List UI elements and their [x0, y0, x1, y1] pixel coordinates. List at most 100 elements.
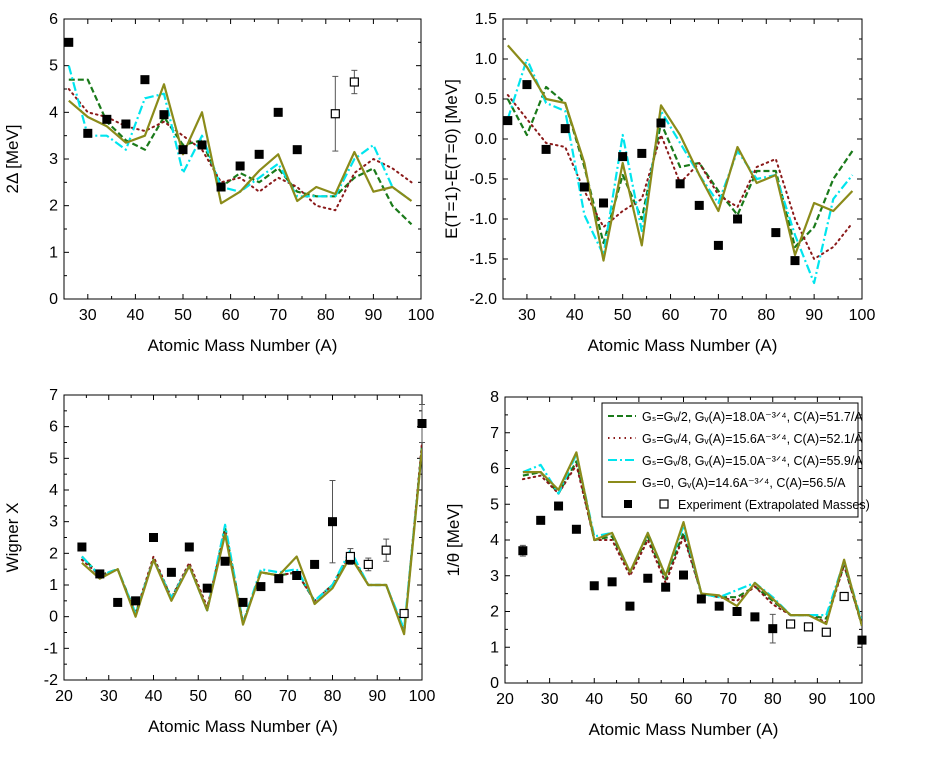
legend-label-gv2: Gₛ=Gᵥ/2, Gᵥ(A)=18.0A⁻³ᐟ⁴, C(A)=51.7/A [642, 410, 863, 424]
x-tick-label: 70 [279, 688, 297, 705]
plot-frame [502, 18, 863, 300]
legend-swatch-experiment [624, 500, 632, 508]
x-tick-label: 40 [585, 691, 603, 708]
x-tick-label: 100 [849, 691, 876, 708]
extrapolated-point [330, 109, 340, 119]
x-tick-label: 90 [368, 688, 386, 705]
series-line-gv2 [68, 78, 413, 226]
y-tick-label: 5 [490, 496, 499, 513]
y-tick-label: 1 [49, 577, 58, 594]
experiment-point [625, 601, 635, 611]
experiment-point [273, 107, 283, 117]
x-tick-label: 80 [764, 691, 782, 708]
y-axis-label: 1/θ [MeV] [444, 504, 463, 577]
extrapolated-point [345, 551, 355, 562]
series-line-gs0 [506, 44, 854, 262]
x-axis-label: Atomic Mass Number (A) [148, 336, 338, 355]
x-tick-label: 30 [518, 307, 536, 324]
y-tick-label: 6 [49, 419, 58, 436]
experiment-point [771, 228, 781, 238]
experiment-point [159, 110, 169, 120]
y-tick-label: 7 [490, 425, 499, 442]
experiment-point [790, 256, 800, 266]
x-tick-label: 40 [127, 307, 145, 324]
x-tick-label: 60 [675, 691, 693, 708]
legend: Gₛ=Gᵥ/2, Gᵥ(A)=18.0A⁻³ᐟ⁴, C(A)=51.7/A Gₛ=… [601, 402, 870, 518]
y-tick-label: 3 [49, 514, 58, 531]
x-tick-label: 80 [317, 307, 335, 324]
y-tick-label: 6 [490, 461, 499, 478]
experiment-point [522, 80, 532, 90]
extrapolated-point [785, 619, 796, 629]
experiment-point [83, 128, 93, 138]
experiment-point [197, 140, 207, 150]
y-tick-label: 4 [49, 482, 58, 499]
extrapolated-point [821, 627, 831, 637]
panel-pairing-gap: 30 40 50 60 70 80 90 100 0 1 2 3 4 5 6 Atomic Mass Numb… [3, 11, 434, 355]
x-tick-label: 70 [719, 691, 737, 708]
experiment-point [768, 624, 778, 634]
y-tick-label: -1.0 [469, 211, 497, 228]
y-tick-label: 2 [490, 604, 499, 621]
series-line-gs0 [68, 83, 413, 205]
y-axis-label: Wigner X [3, 503, 22, 573]
series-line-gv4 [506, 94, 854, 260]
experiment-point [184, 542, 194, 552]
y-tick-label: -1.5 [469, 251, 497, 268]
experiment-point [733, 214, 743, 224]
x-tick-label: 60 [234, 688, 252, 705]
experiment-point [503, 116, 513, 126]
legend-label-gs0: Gₛ=0, Gᵥ(A)=14.6A⁻³ᐟ⁴, C(A)=56.5/A [642, 476, 846, 490]
panel-wigner-x: 20 30 40 50 60 70 80 90 100 -2 -1 0 1 2 3 4 5 6 7 Atomic Ma… [3, 387, 435, 736]
plot-frame [63, 18, 422, 300]
series-line-gs0 [81, 448, 422, 636]
series-line-gv2 [506, 85, 854, 249]
experiment-point [256, 582, 266, 592]
experiment-point [750, 612, 760, 622]
experiment-point [656, 118, 666, 128]
experiment-point [637, 148, 647, 158]
x-tick-label: 50 [614, 307, 632, 324]
x-tick-label: 60 [662, 307, 680, 324]
y-tick-label: 2 [49, 545, 58, 562]
experiment-point [618, 152, 628, 162]
extrapolated-point [349, 77, 359, 87]
y-axis-label: E(T=1)-E(T=0) [MeV] [442, 79, 461, 239]
y-tick-label: 1 [49, 244, 58, 261]
y-tick-label: 1.0 [475, 51, 497, 68]
experiment-point [696, 594, 706, 604]
experiment-point [714, 601, 724, 611]
experiment-point [579, 182, 589, 192]
experiment-point [140, 75, 150, 85]
series-line-gs0 [522, 451, 862, 627]
x-tick-label: 20 [496, 691, 514, 708]
experiment-point [536, 515, 546, 525]
experiment-point [417, 419, 427, 428]
experiment-point [589, 581, 599, 591]
experiment-point [518, 546, 528, 556]
experiment-point [732, 607, 742, 616]
y-tick-label: 5 [49, 450, 58, 467]
legend-label-gv8: Gₛ=Gᵥ/8, Gᵥ(A)=15.0A⁻³ᐟ⁴, C(A)=55.9/A [642, 454, 863, 468]
experiment-point [274, 574, 284, 584]
y-tick-label: 4 [490, 532, 499, 549]
experiment-point [131, 596, 141, 606]
x-axis-label: Atomic Mass Number (A) [588, 336, 778, 355]
experiment-point [661, 582, 671, 592]
extrapolated-point [363, 559, 373, 570]
x-tick-label: 70 [269, 307, 287, 324]
legend-box [601, 402, 859, 518]
experiment-point [607, 577, 617, 587]
x-axis-label: Atomic Mass Number (A) [589, 720, 779, 739]
experiment-point [178, 145, 188, 155]
y-tick-label: 8 [490, 389, 499, 406]
y-tick-label: 5 [49, 58, 58, 75]
y-tick-label: 1 [490, 639, 499, 656]
extrapolated-point [399, 608, 409, 619]
experiment-point [857, 635, 867, 645]
experiment-point [541, 144, 551, 154]
extrapolated-point [803, 622, 814, 632]
series-line-gv8 [506, 57, 854, 285]
x-tick-label: 20 [55, 688, 73, 705]
